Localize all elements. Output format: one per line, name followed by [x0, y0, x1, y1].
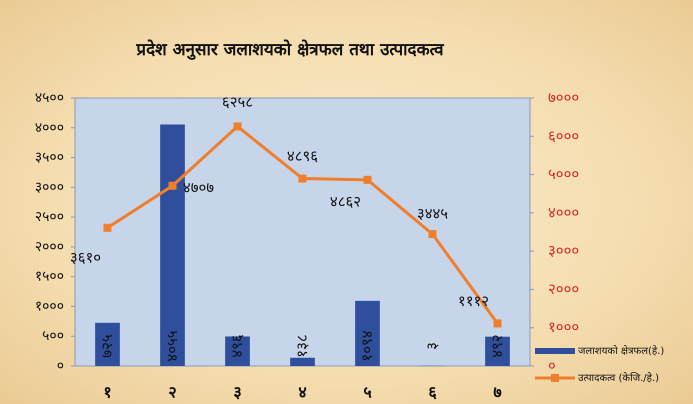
y-tick-label: २०००	[35, 239, 64, 255]
x-tick-label: ४	[298, 383, 306, 402]
line-value-label: १११२	[458, 292, 489, 310]
bar	[485, 336, 510, 366]
legend-swatch	[535, 348, 575, 354]
line-marker	[233, 122, 242, 131]
y2-tick-label: ७०००	[548, 89, 579, 107]
y2-tick-label: ६०००	[548, 127, 579, 145]
line-value-label: ६२५८	[222, 93, 253, 111]
line-marker	[428, 230, 437, 239]
line-value-label: ३४४५	[417, 205, 448, 223]
y-tick-label: १०००	[35, 298, 64, 314]
y-tick-label: ४५००	[35, 90, 64, 106]
legend-swatch	[551, 374, 559, 382]
bar-value-label: १०९४	[358, 330, 376, 361]
legend-label: जलाशयको क्षेत्रफल(हे.)	[578, 345, 664, 357]
bar-value-label: १३८	[293, 334, 311, 357]
x-tick-label: ६	[428, 383, 437, 402]
bar-value-label: ४९६	[228, 334, 246, 358]
legend-label: उत्पादकत्व (केजि./हे.)	[578, 372, 659, 384]
y-tick-label: १५००	[35, 269, 64, 285]
y-tick-label: ०	[57, 358, 64, 374]
y2-tick-label: १०००	[548, 318, 579, 336]
y2-tick-label: ५०००	[548, 165, 579, 183]
bar-value-label: ४९२	[488, 334, 506, 357]
bar-value-label: ४०५५	[163, 330, 181, 361]
x-tick-label: ७	[493, 383, 501, 402]
line-marker	[493, 319, 502, 328]
line-marker	[298, 174, 307, 183]
y-tick-label: ३०००	[35, 179, 64, 195]
x-tick-label: १	[103, 383, 111, 402]
line-value-label: ४७०७	[183, 178, 214, 196]
x-tick-label: २	[168, 383, 176, 402]
line-marker	[363, 175, 372, 184]
y2-tick-label: २०००	[548, 280, 579, 298]
y2-tick-label: ३०००	[548, 242, 579, 260]
line-value-label: ४८६२	[330, 192, 361, 210]
x-tick-label: ३	[233, 383, 241, 402]
y-tick-label: ५००	[42, 328, 64, 344]
line-value-label: ३६१०	[70, 248, 101, 266]
bar	[95, 322, 120, 366]
y2-tick-label: ०	[548, 357, 556, 375]
y2-tick-label: ४०००	[548, 203, 579, 221]
line-marker	[168, 181, 177, 190]
bar	[355, 300, 380, 366]
line-value-label: ४८९६	[287, 147, 318, 165]
bar-value-label: ७२५	[98, 334, 116, 358]
chart-title: प्रदेश अनुसार जलाशयको क्षेत्रफल तथा उत्प…	[135, 39, 445, 60]
y-tick-label: २५००	[35, 209, 64, 225]
plot-area	[74, 97, 531, 367]
y-tick-label: ३५००	[35, 150, 64, 166]
bar	[290, 357, 315, 366]
line-marker	[103, 223, 112, 232]
x-tick-label: ५	[363, 383, 371, 402]
bar-value-label: ३	[423, 342, 441, 350]
bar	[160, 124, 185, 366]
bar	[225, 336, 250, 366]
y-tick-label: ४०००	[35, 120, 64, 136]
